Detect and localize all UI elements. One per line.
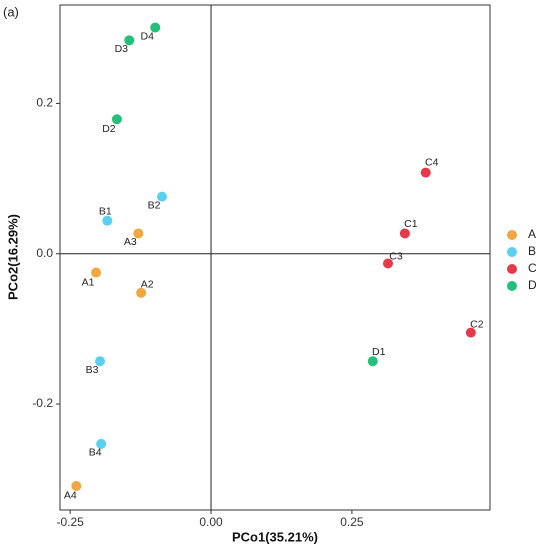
legend-label: B bbox=[528, 244, 536, 258]
point-label: D2 bbox=[102, 123, 116, 135]
point-label: B4 bbox=[89, 447, 102, 459]
y-tick-label: -0.2 bbox=[32, 396, 53, 410]
legend-marker bbox=[507, 281, 517, 291]
point-label: D1 bbox=[372, 346, 386, 358]
point bbox=[111, 114, 122, 125]
legend-label: D bbox=[528, 278, 537, 292]
point-label: C4 bbox=[425, 156, 439, 168]
point bbox=[124, 35, 135, 46]
legend-label: C bbox=[528, 261, 537, 275]
point bbox=[95, 356, 106, 367]
point bbox=[71, 480, 82, 491]
y-axis-title: PCo2(16.29%) bbox=[5, 214, 20, 300]
point-label: C2 bbox=[470, 318, 484, 330]
point bbox=[96, 438, 107, 449]
legend-marker bbox=[507, 230, 517, 240]
point-label: C1 bbox=[404, 218, 418, 230]
y-tick-label: 0.0 bbox=[36, 246, 53, 260]
point-label: B3 bbox=[86, 364, 99, 376]
point-label: D3 bbox=[115, 43, 129, 55]
point-label: A4 bbox=[64, 490, 77, 502]
y-tick-label: 0.2 bbox=[36, 96, 53, 110]
x-tick-label: 0.25 bbox=[340, 515, 364, 529]
x-axis-title: PCo1(35.21%) bbox=[232, 529, 318, 544]
point-label: A2 bbox=[141, 279, 154, 291]
point bbox=[136, 287, 147, 298]
point bbox=[133, 228, 144, 239]
legend-label: A bbox=[528, 227, 536, 241]
point bbox=[367, 356, 378, 367]
panel-label: (a) bbox=[3, 4, 19, 19]
legend-marker bbox=[507, 264, 517, 274]
point bbox=[157, 191, 168, 202]
point bbox=[382, 258, 393, 269]
plot-frame bbox=[59, 4, 491, 511]
point bbox=[465, 327, 476, 338]
point bbox=[91, 267, 102, 278]
point bbox=[150, 22, 161, 33]
point bbox=[102, 215, 113, 226]
point-label: A1 bbox=[82, 276, 95, 288]
point-label: A3 bbox=[124, 236, 137, 248]
x-tick-label: -0.25 bbox=[56, 515, 84, 529]
point-label: D4 bbox=[141, 30, 155, 42]
point-label: B2 bbox=[148, 199, 161, 211]
point-label: B1 bbox=[99, 205, 112, 217]
point-label: C3 bbox=[389, 250, 403, 262]
x-tick-label: 0.00 bbox=[199, 515, 223, 529]
point bbox=[420, 167, 431, 178]
legend-marker bbox=[507, 247, 517, 257]
point bbox=[399, 228, 410, 239]
